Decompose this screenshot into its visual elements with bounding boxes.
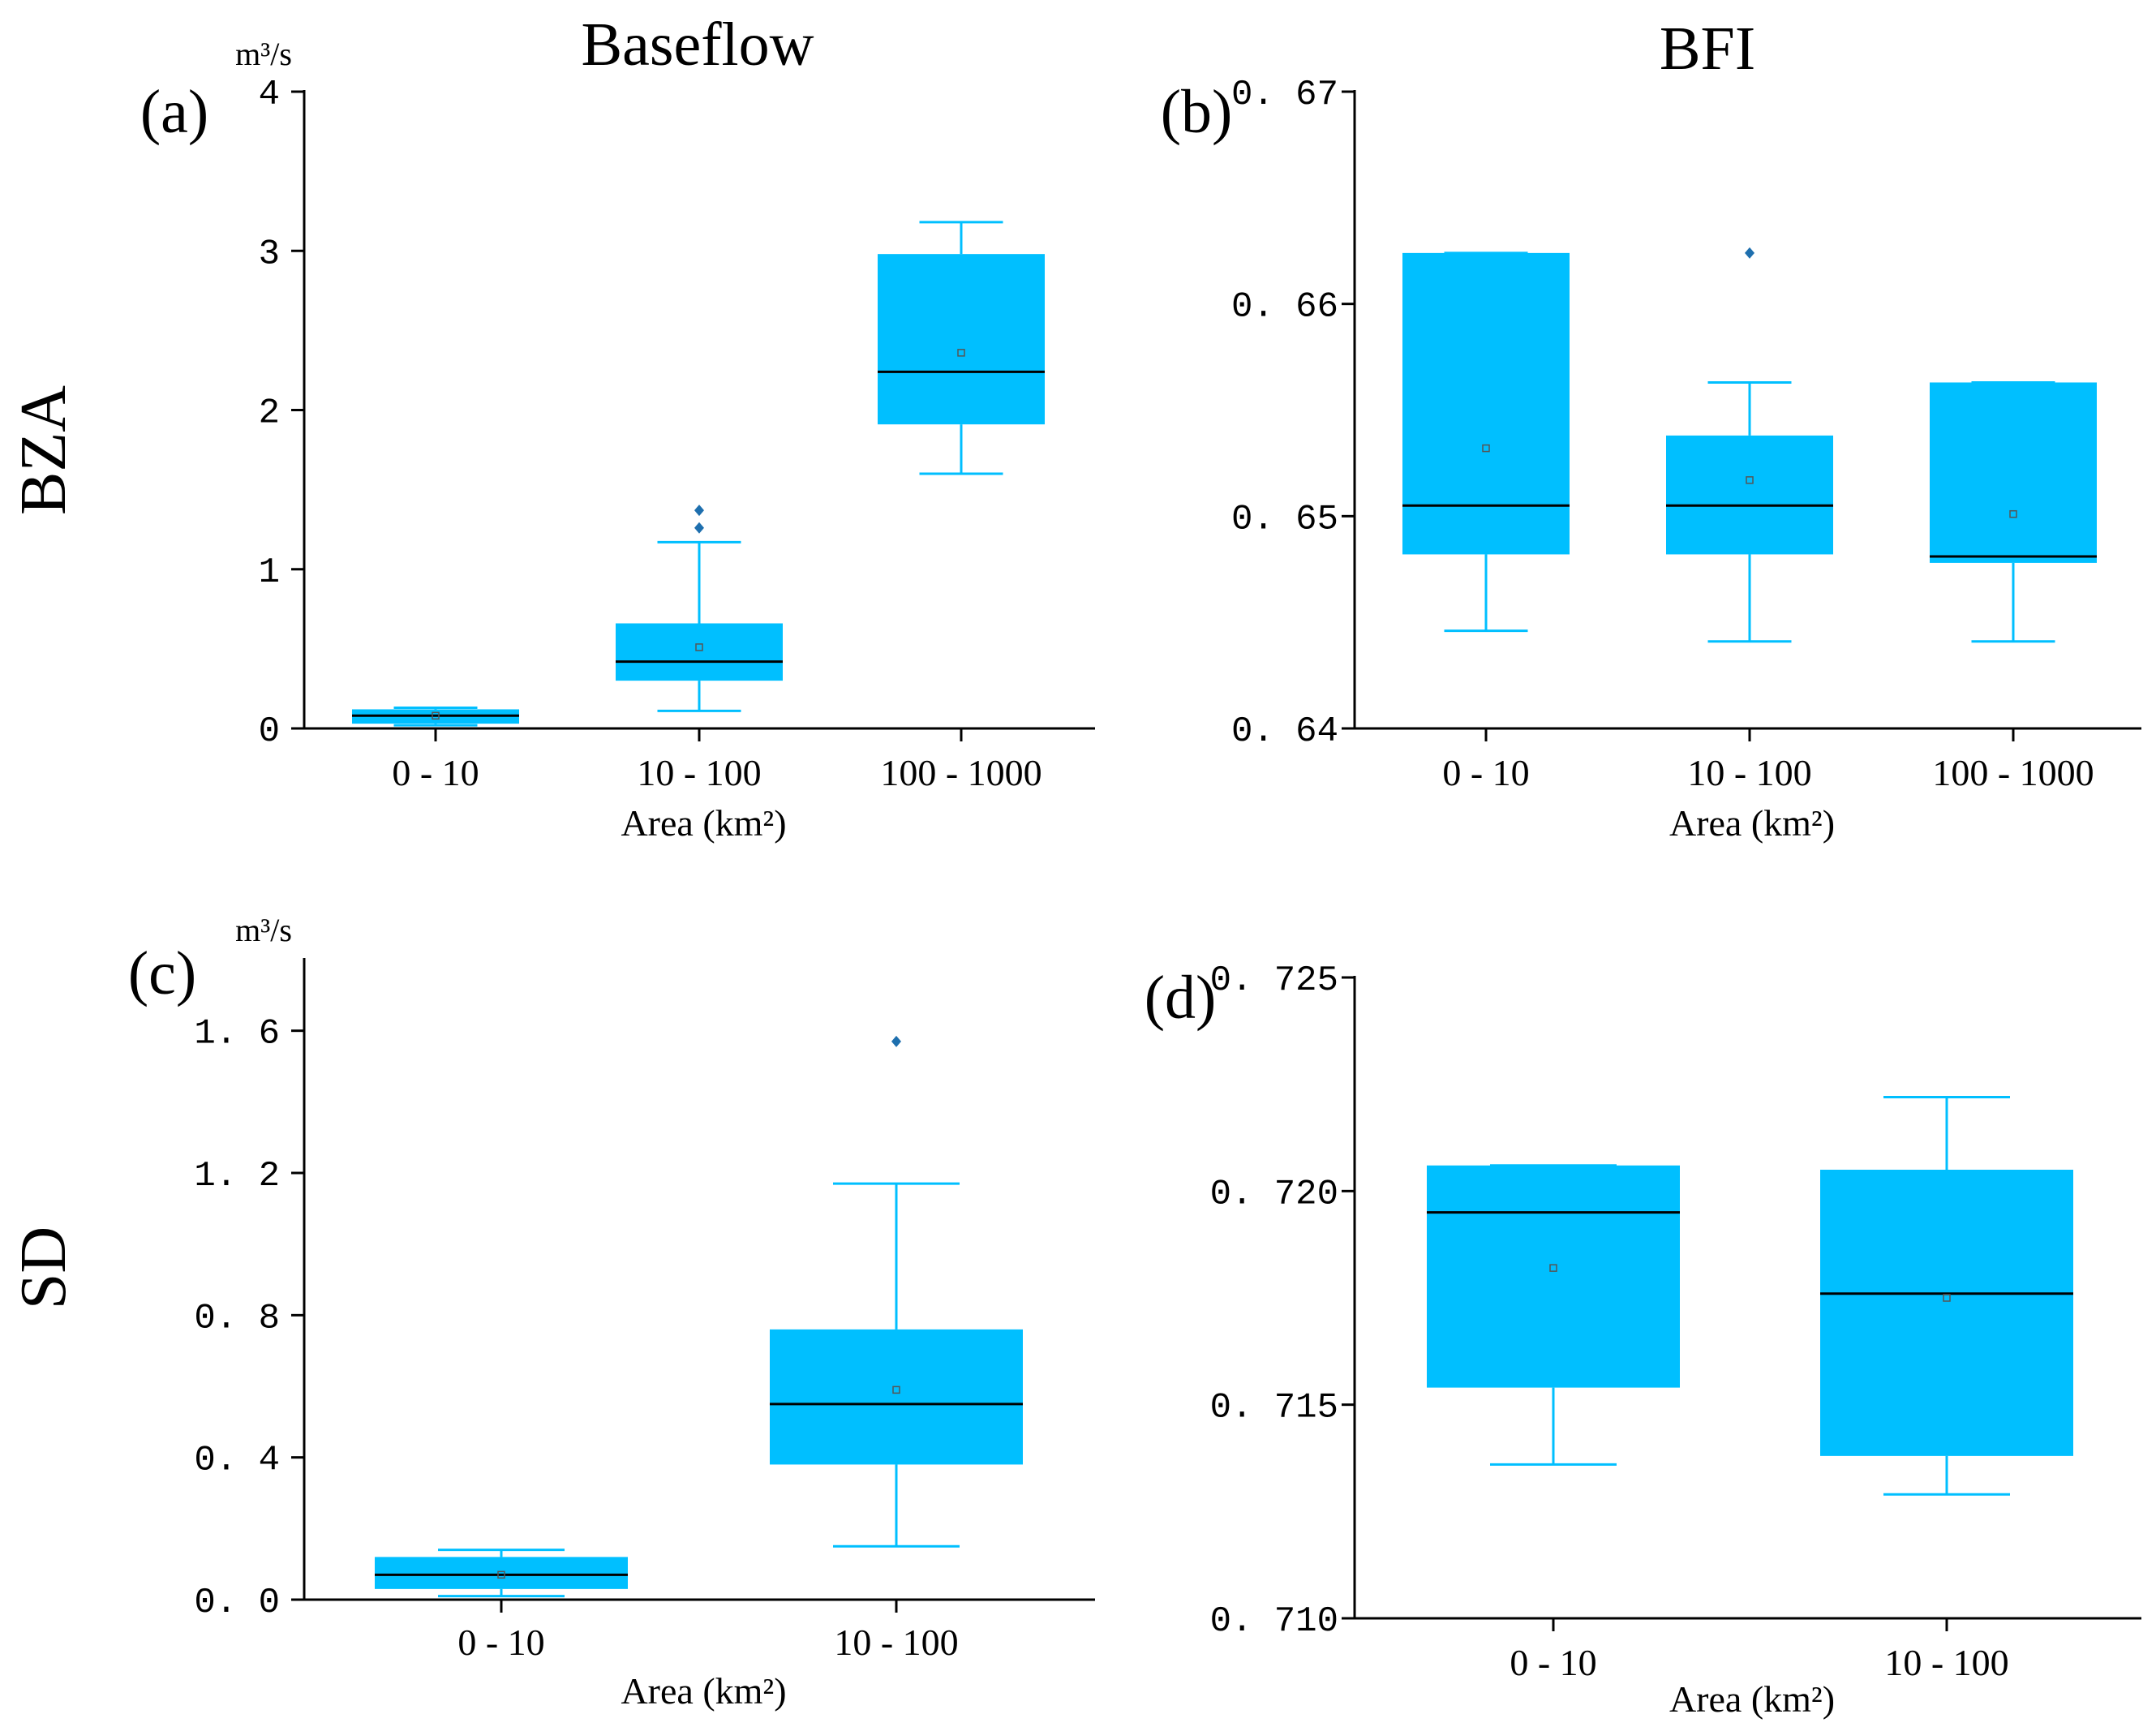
- x-tick-label: 0 - 10: [1510, 1642, 1596, 1683]
- box-body: [1930, 382, 2097, 563]
- box-2: [616, 505, 783, 712]
- box-3: [878, 221, 1045, 475]
- panel-c: (c) m³/s 0. 0 0. 4 0. 8 1. 2 1. 6 0 - 10 10 - 10…: [128, 912, 1095, 1712]
- box-2: [1820, 1095, 2073, 1496]
- box-body: [1820, 1170, 2073, 1456]
- x-tick-label: 0 - 10: [1442, 752, 1529, 793]
- box-body: [770, 1329, 1023, 1465]
- y-tick-label: 0. 8: [194, 1298, 280, 1338]
- y-tick-label: 0. 720: [1210, 1174, 1338, 1214]
- panel-label: (d): [1145, 964, 1217, 1032]
- y-tick-label: 0. 4: [194, 1441, 280, 1481]
- panels: (a) m³/s 0 1 2 3 4 0 - 10 10 - 100 100 - 1000 Area…: [128, 36, 2141, 1720]
- y-tick-label: 4: [259, 75, 280, 115]
- mean-marker: [1482, 444, 1490, 453]
- column-title-bfi: BFI: [1660, 15, 1755, 83]
- mean-marker: [432, 711, 440, 720]
- mean-marker: [1549, 1264, 1557, 1272]
- box-body: [1402, 252, 1570, 555]
- x-axis-label: Area (km²): [621, 1670, 786, 1712]
- y-tick-label: 3: [259, 234, 280, 274]
- box-1: [1427, 1164, 1680, 1466]
- outlier-point: [694, 505, 704, 517]
- x-tick-label: 100 - 1000: [1932, 752, 2094, 793]
- y-tick-label: 0. 715: [1210, 1388, 1338, 1428]
- column-title-baseflow: Baseflow: [581, 11, 814, 79]
- y-tick-label: 2: [259, 393, 280, 434]
- y-tick-label: 0. 67: [1231, 75, 1338, 115]
- mean-marker: [957, 349, 965, 357]
- y-tick-label: 1. 6: [194, 1014, 280, 1055]
- y-tick-label: 0. 710: [1210, 1601, 1338, 1642]
- x-tick-label: 10 - 100: [1687, 752, 1811, 793]
- box-1: [1402, 251, 1570, 633]
- mean-marker: [892, 1385, 900, 1394]
- y-tick-label: 0. 66: [1231, 287, 1338, 328]
- mean-marker: [1943, 1294, 1951, 1302]
- y-tick-label: 0. 65: [1231, 499, 1338, 539]
- x-tick-label: 10 - 100: [637, 752, 761, 793]
- x-tick-label: 100 - 1000: [880, 752, 1041, 793]
- panel-d: (d) 0. 710 0. 715 0. 720 0. 725 0 - 10 10 - 10…: [1145, 960, 2141, 1720]
- mean-marker: [695, 643, 703, 651]
- box-3: [1930, 380, 2097, 643]
- box-1: [352, 706, 519, 727]
- x-tick-label: 0 - 10: [392, 752, 479, 793]
- box-body: [375, 1557, 628, 1589]
- y-tick-label: 1: [259, 552, 280, 593]
- unit-label: m³/s: [235, 36, 292, 72]
- mean-marker: [2009, 509, 2017, 518]
- box-2: [770, 1035, 1023, 1548]
- mean-marker: [497, 1570, 505, 1579]
- panel-label: (b): [1161, 78, 1233, 146]
- outlier-point: [694, 522, 704, 534]
- outlier-point: [891, 1035, 901, 1047]
- box-body: [1666, 435, 1833, 555]
- row-title-sd: SD: [8, 1227, 79, 1309]
- box-body: [1427, 1165, 1680, 1388]
- x-tick-label: 0 - 10: [457, 1622, 544, 1663]
- row-title-bza: BZA: [8, 385, 79, 515]
- panel-label: (c): [128, 939, 196, 1007]
- box-body: [616, 623, 783, 681]
- x-axis-label: Area (km²): [621, 802, 786, 844]
- y-tick-label: 0. 725: [1210, 960, 1338, 1001]
- y-tick-label: 0: [259, 711, 280, 752]
- x-axis-label: Area (km²): [1669, 1678, 1835, 1720]
- y-tick-label: 0. 0: [194, 1583, 280, 1623]
- mean-marker: [1746, 476, 1754, 484]
- outlier-point: [1745, 247, 1754, 259]
- x-tick-label: 10 - 100: [834, 1622, 958, 1663]
- y-tick-label: 1. 2: [194, 1156, 280, 1196]
- panel-label: (a): [140, 78, 208, 146]
- box-1: [375, 1549, 628, 1598]
- x-tick-label: 10 - 100: [1884, 1642, 2008, 1683]
- unit-label: m³/s: [235, 912, 292, 948]
- box-2: [1666, 247, 1833, 643]
- box-body: [878, 254, 1045, 425]
- panel-b: (b) 0. 64 0. 65 0. 66 0. 67 0 - 10 10 - 100 100…: [1161, 75, 2141, 844]
- panel-a: (a) m³/s 0 1 2 3 4 0 - 10 10 - 100 100 - 1000 Area…: [140, 36, 1095, 844]
- x-axis-label: Area (km²): [1669, 802, 1835, 844]
- y-tick-label: 0. 64: [1231, 711, 1338, 752]
